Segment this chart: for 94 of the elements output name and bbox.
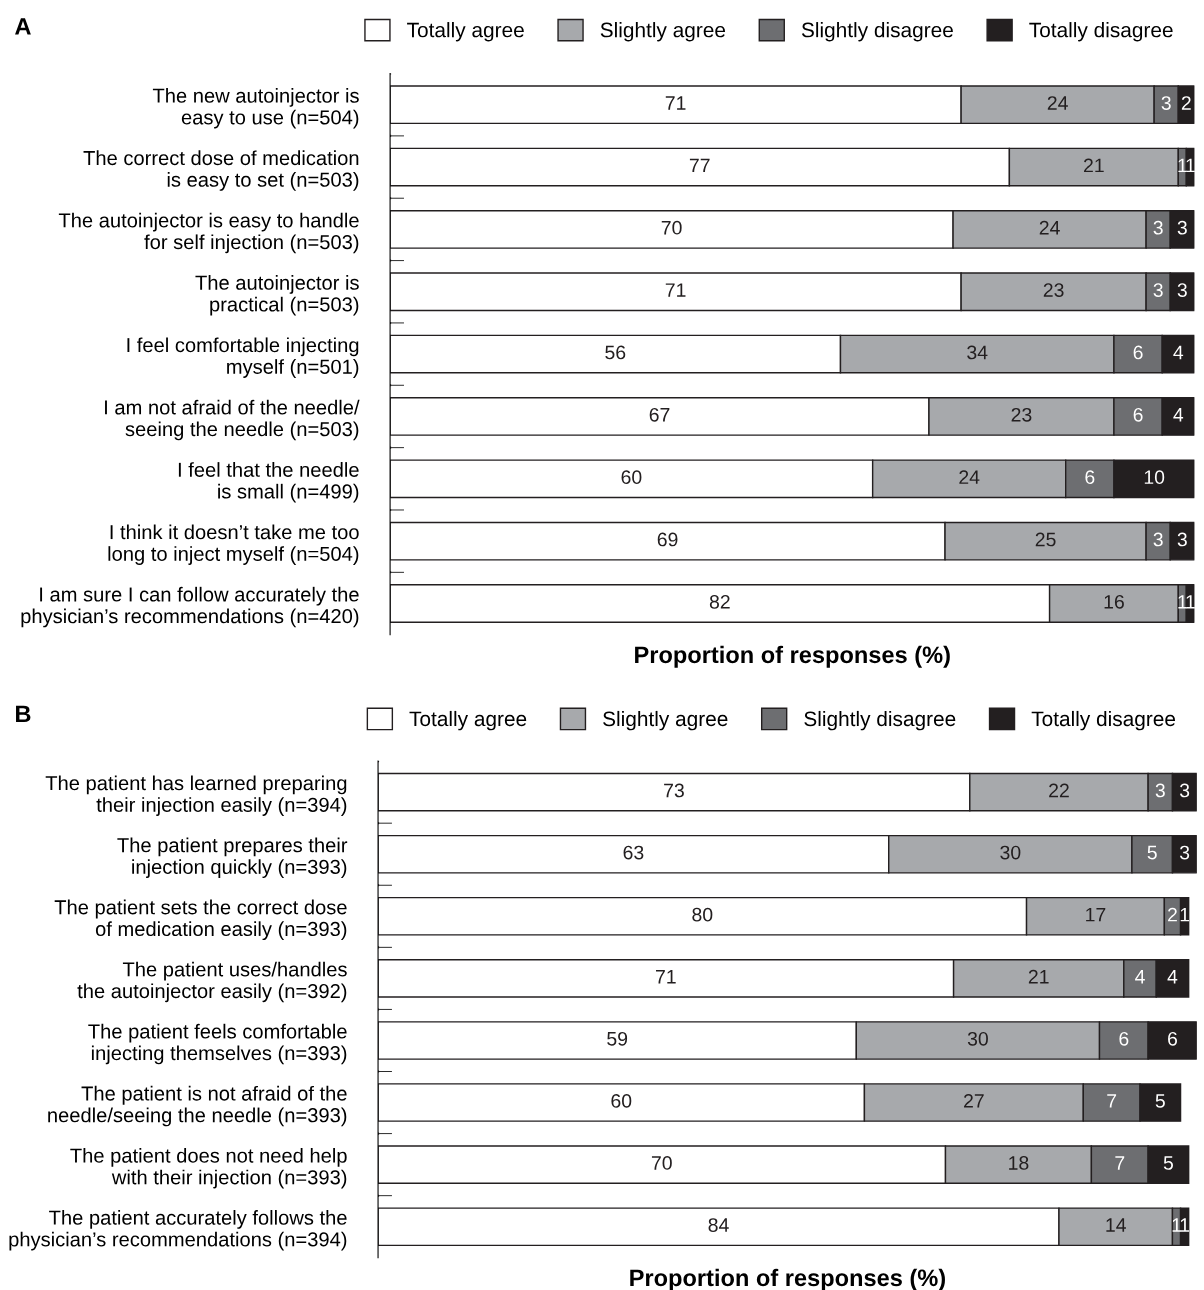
data-label: 80	[692, 907, 713, 922]
y-tick-label: I am not afraid of the needle/ seeing the needle (n=503)	[105, 399, 360, 441]
data-label: 82	[709, 594, 730, 609]
data-label: 3	[1177, 220, 1187, 235]
legend-label: Totally disagree	[1029, 22, 1173, 42]
data-label: 2	[1181, 96, 1191, 110]
legend-label: Totally agree	[407, 22, 524, 42]
data-label: 6	[1119, 1031, 1129, 1046]
y-tick-label: The new autoinjector is easy to use (n=504)	[152, 88, 359, 129]
data-label: 4	[1135, 970, 1145, 984]
data-label: 1	[1180, 1218, 1190, 1232]
data-label: 16	[1104, 594, 1124, 609]
data-label: 18	[1009, 1156, 1029, 1170]
legend-label: Totally agree	[409, 710, 527, 731]
data-label: 30	[1000, 845, 1021, 860]
data-label: 3	[1155, 783, 1165, 798]
data-label: 56	[605, 345, 626, 360]
data-label: 71	[665, 96, 686, 110]
data-label: 71	[656, 970, 676, 984]
data-label: 69	[657, 532, 678, 547]
data-label: 3	[1161, 96, 1171, 110]
data-label: 34	[967, 345, 988, 360]
data-label: 5	[1147, 845, 1157, 860]
y-tick-label: The patient sets the correct dose of medication easily (n=393)	[54, 899, 347, 941]
data-label: 73	[664, 783, 684, 798]
data-label: 7	[1115, 1156, 1125, 1170]
data-label: 4	[1173, 408, 1184, 422]
text: A	[15, 18, 31, 35]
data-label: 10	[1144, 470, 1165, 485]
y-tick-label: The correct dose of medication is easy to set (n=503)	[83, 150, 359, 191]
data-label: 6	[1168, 1031, 1178, 1046]
data-label: 3	[1153, 283, 1163, 297]
data-label: 2	[1168, 907, 1177, 922]
data-label: 24	[959, 470, 980, 484]
data-label: 24	[1039, 220, 1060, 235]
legend-label: Slightly agree	[600, 22, 726, 42]
y-tick-label: The patient is not afraid of the needle/seeing the needle (n=393)	[48, 1085, 347, 1127]
data-label: 6	[1085, 470, 1095, 485]
x-axis-title: Proportion of responses (%)	[630, 1268, 945, 1290]
data-label: 77	[689, 158, 710, 173]
legend-label: Slightly disagree	[801, 22, 953, 42]
data-label: 25	[1035, 532, 1056, 547]
y-tick-label: I am sure I can follow accurately the physician’s recommendations (n=420)	[21, 586, 359, 628]
data-label: 27	[964, 1094, 984, 1108]
data-label: 4	[1173, 345, 1184, 360]
data-label: 3	[1177, 283, 1187, 297]
data-label: 23	[1011, 407, 1032, 422]
data-label: 5	[1155, 1094, 1165, 1108]
data-label: 7	[1107, 1094, 1117, 1108]
data-label: 23	[1043, 283, 1064, 297]
data-label: 3	[1153, 220, 1163, 235]
y-tick-label: The patient accurately follows the physician’s recommendations (n=394)	[9, 1210, 347, 1251]
data-label: 14	[1106, 1218, 1126, 1232]
y-tick-label: I think it doesn’t take me too long to inject myself (n=504)	[108, 524, 359, 565]
data-label: 67	[649, 407, 670, 422]
legend-label: Slightly disagree	[804, 710, 956, 731]
data-label: 3	[1179, 845, 1190, 860]
data-label: 30	[967, 1031, 988, 1046]
data-label: 3	[1153, 532, 1163, 547]
data-label: 59	[607, 1031, 628, 1046]
y-tick-label: I feel comfortable injecting myself (n=501)	[127, 337, 359, 378]
y-tick-label: The patient prepares their injection quickly (n=393)	[117, 837, 348, 878]
data-label: 71	[665, 283, 686, 297]
y-tick-label: The patient does not need help with their injection (n=393)	[70, 1147, 347, 1189]
data-label: 1	[1186, 158, 1195, 173]
data-label: 70	[661, 220, 682, 235]
data-label: 1	[1186, 595, 1195, 609]
x-axis-title: Proportion of responses (%)	[635, 645, 950, 668]
data-label: 60	[611, 1094, 632, 1108]
data-label: 3	[1179, 783, 1190, 798]
data-label: 84	[708, 1218, 729, 1232]
data-label: 1	[1180, 907, 1190, 922]
data-label: 21	[1028, 969, 1049, 984]
data-label: 70	[651, 1156, 672, 1170]
data-label: 4	[1167, 970, 1178, 984]
y-tick-label: The autoinjector is easy to handle for self injection (n=503)	[58, 212, 359, 254]
legend-label: Totally disagree	[1031, 710, 1176, 731]
y-tick-label: I feel that the needle is small (n=499)	[178, 462, 359, 503]
y-tick-label: The patient uses/handles the autoinjector easily (n=392)	[77, 961, 347, 1003]
text: B	[16, 705, 31, 723]
data-label: 24	[1047, 96, 1068, 110]
data-label: 63	[623, 845, 644, 860]
data-label: 6	[1133, 345, 1143, 360]
y-tick-label: The autoinjector is practical (n=503)	[195, 275, 359, 316]
data-label: 60	[621, 470, 642, 485]
y-tick-label: The patient has learned preparing their injection easily (n=394)	[45, 775, 347, 816]
data-label: 17	[1086, 907, 1106, 922]
y-tick-label: The patient feels comfortable injecting themselves (n=393)	[88, 1023, 347, 1065]
data-label: 6	[1133, 407, 1143, 422]
data-label: 5	[1163, 1156, 1173, 1170]
data-label: 21	[1084, 158, 1104, 173]
data-label: 3	[1177, 532, 1187, 547]
legend-label: Slightly agree	[603, 710, 728, 731]
data-label: 22	[1049, 783, 1069, 798]
